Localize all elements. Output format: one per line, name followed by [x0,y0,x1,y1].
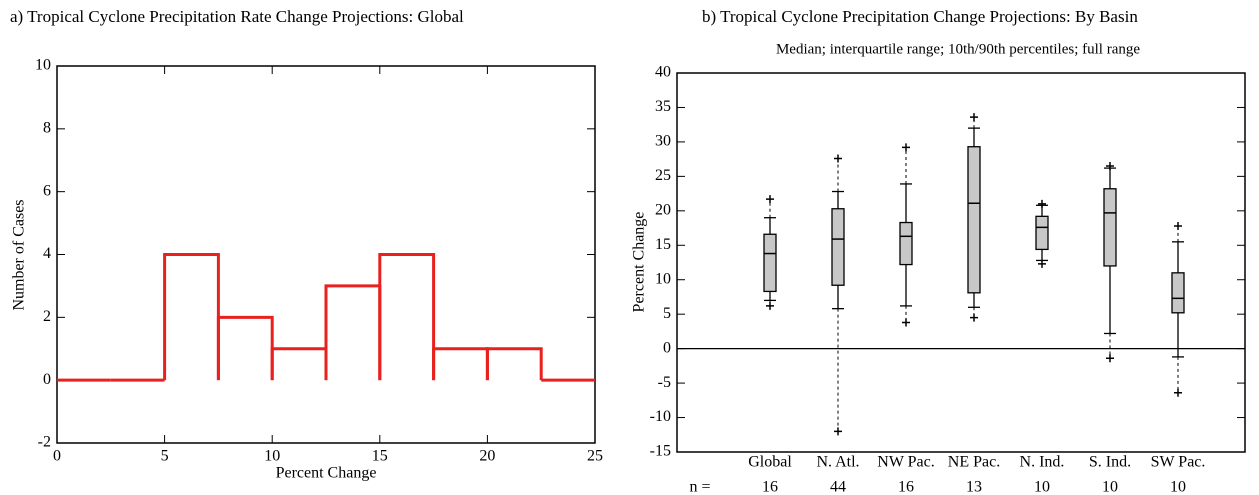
x-tick-label: SW Pac. [1151,454,1206,471]
x-tick-label: N. Ind. [1020,454,1065,471]
n-value: 16 [762,479,778,495]
y-tick-label: -10 [650,408,671,425]
x-tick-label: N. Atl. [816,454,859,471]
histogram-bar [216,315,274,381]
n-value: 10 [1034,479,1050,495]
x-tick-label: Global [748,454,792,471]
histogram-bar [378,253,436,381]
y-tick-label: 15 [655,236,671,253]
extreme-marker [1174,221,1182,230]
y-tick-label: -15 [650,443,671,460]
y-tick-label: 5 [663,305,671,322]
x-tick-label: 10 [264,448,280,465]
y-tick-label: 25 [655,167,671,184]
box [763,233,777,293]
extreme-marker [970,313,978,322]
extreme-marker [766,301,774,310]
y-tick-label: -5 [658,374,671,391]
histogram-bar [432,347,489,381]
n-value: 10 [1170,479,1186,495]
extreme-marker [834,427,842,436]
extreme-marker [1174,388,1182,397]
y-tick-label: 6 [43,182,51,199]
y-tick-label: 2 [43,308,51,325]
n-value: 10 [1102,479,1118,495]
y-tick-label: -2 [38,434,51,451]
histogram-bar [270,347,328,381]
n-value: 16 [898,479,914,495]
x-tick-label: NW Pac. [877,454,934,471]
y-tick-label: 0 [663,339,671,356]
x-axis-label: Percent Change [276,465,377,482]
chart-title: b) Tropical Cyclone Precipitation Change… [702,7,1138,26]
plot-frame [676,72,1246,453]
extreme-marker [902,143,910,152]
n-label: n = [689,479,710,495]
y-tick-label: 10 [655,270,671,287]
n-value: 13 [966,479,982,495]
extreme-marker [834,154,842,163]
extreme-marker [766,195,774,204]
extreme-marker [1106,162,1114,171]
x-tick-label: NE Pac. [948,454,1000,471]
box [899,221,913,266]
y-tick-label: 35 [655,98,671,115]
extreme-marker [902,318,910,327]
y-tick-label: 40 [655,64,671,81]
x-tick-label: 0 [53,448,61,465]
histogram-bar [163,253,220,381]
box [1103,188,1117,267]
y-tick-label: 10 [35,57,51,74]
histogram-bar [485,347,543,381]
extreme-marker [1038,199,1046,208]
y-tick-label: 8 [43,120,51,137]
chart-title: a) Tropical Cyclone Precipitation Rate C… [10,7,464,26]
extreme-marker [970,113,978,122]
plot-frame [56,65,596,444]
y-tick-label: 4 [43,245,51,262]
n-value: 44 [830,479,846,495]
y-tick-label: 20 [655,201,671,218]
x-tick-label: 25 [587,448,603,465]
histogram-bar [324,284,382,381]
extreme-marker [1106,354,1114,363]
box [1035,215,1049,251]
chart-subtitle: Median; interquartile range; 10th/90th p… [776,41,1140,57]
box [967,146,981,294]
x-tick-label: 20 [479,448,495,465]
x-tick-label: 5 [161,448,169,465]
y-tick-label: 30 [655,133,671,150]
y-axis-label: Number of Cases [11,199,28,310]
x-tick-label: S. Ind. [1089,454,1131,471]
box [831,208,845,286]
y-tick-label: 0 [43,371,51,388]
x-tick-label: 15 [372,448,388,465]
extreme-marker [1038,259,1046,268]
y-axis-label: Percent Change [631,212,648,313]
box [1171,272,1185,314]
